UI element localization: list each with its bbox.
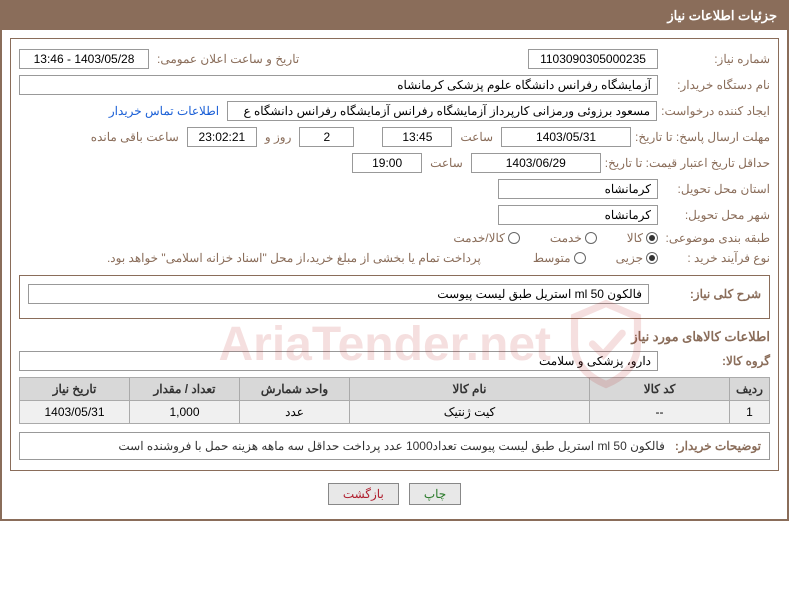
row-purchase-type: نوع فرآیند خرید : جزیی متوسط پرداخت تمام … bbox=[19, 251, 770, 265]
label-general-desc: شرح کلی نیاز: bbox=[653, 287, 761, 301]
table-header-cell: تعداد / مقدار bbox=[130, 378, 240, 401]
radio-option[interactable]: متوسط bbox=[533, 251, 586, 265]
label-need-no: شماره نیاز: bbox=[662, 52, 770, 66]
table-cell: 1 bbox=[730, 401, 770, 424]
radio-label: کالا bbox=[627, 231, 643, 245]
label-time-1: ساعت bbox=[460, 130, 493, 144]
label-goods-group: گروه کالا: bbox=[662, 354, 770, 368]
payment-note: پرداخت تمام یا بخشی از مبلغ خرید،از محل … bbox=[107, 251, 481, 265]
field-reply-time: 13:45 bbox=[382, 127, 452, 147]
label-city: شهر محل تحویل: bbox=[662, 208, 770, 222]
table-header-cell: واحد شمارش bbox=[240, 378, 350, 401]
goods-table: ردیفکد کالانام کالاواحد شمارشتعداد / مقد… bbox=[19, 377, 770, 424]
row-need-no: شماره نیاز: 1103090305000235 تاریخ و ساع… bbox=[19, 49, 770, 69]
label-announce: تاریخ و ساعت اعلان عمومی: bbox=[157, 52, 299, 66]
row-price-validity: حداقل تاریخ اعتبار قیمت: تا تاریخ: 1403/… bbox=[19, 153, 770, 173]
radio-dot-icon bbox=[585, 232, 597, 244]
field-goods-group: دارو، پزشکی و سلامت bbox=[19, 351, 658, 371]
radio-label: کالا/خدمت bbox=[453, 231, 504, 245]
row-subject-class: طبقه بندی موضوعی: کالا خدمت کالا/خدمت bbox=[19, 231, 770, 245]
table-cell: -- bbox=[590, 401, 730, 424]
table-cell: 1403/05/31 bbox=[20, 401, 130, 424]
field-buyer-org: آزمایشگاه رفرانس دانشگاه علوم پزشکی کرما… bbox=[19, 75, 658, 95]
radios-purchase-type: جزیی متوسط bbox=[509, 251, 658, 265]
table-header-cell: نام کالا bbox=[350, 378, 590, 401]
field-city: کرمانشاه bbox=[498, 205, 658, 225]
radio-dot-icon bbox=[508, 232, 520, 244]
radio-dot-icon bbox=[574, 252, 586, 264]
row-creator: ایجاد کننده درخواست: مسعود برزوئی ورمزان… bbox=[19, 101, 770, 121]
label-remaining: ساعت باقی مانده bbox=[91, 130, 179, 144]
radio-label: خدمت bbox=[550, 231, 582, 245]
field-price-time: 19:00 bbox=[352, 153, 422, 173]
label-time-2: ساعت bbox=[430, 156, 463, 170]
field-creator: مسعود برزوئی ورمزانی کارپرداز آزمایشگاه … bbox=[227, 101, 657, 121]
buyer-notes-text: فالکون ml 50 استریل طبق لیست پیوست تعداد… bbox=[28, 439, 665, 453]
label-creator: ایجاد کننده درخواست: bbox=[661, 104, 770, 118]
button-row: چاپ بازگشت bbox=[10, 471, 779, 511]
label-price-validity: حداقل تاریخ اعتبار قیمت: تا تاریخ: bbox=[605, 156, 770, 170]
row-goods-group: گروه کالا: دارو، پزشکی و سلامت bbox=[19, 351, 770, 371]
table-header-row: ردیفکد کالانام کالاواحد شمارشتعداد / مقد… bbox=[20, 378, 770, 401]
table-header-cell: کد کالا bbox=[590, 378, 730, 401]
row-province: استان محل تحویل: کرمانشاه bbox=[19, 179, 770, 199]
print-button[interactable]: چاپ bbox=[409, 483, 461, 505]
radio-option[interactable]: جزیی bbox=[616, 251, 658, 265]
field-days-left: 2 bbox=[299, 127, 354, 147]
field-reply-date: 1403/05/31 bbox=[501, 127, 631, 147]
radio-dot-icon bbox=[646, 252, 658, 264]
table-body: 1--کیت ژنتیکعدد1,0001403/05/31 bbox=[20, 401, 770, 424]
field-price-date: 1403/06/29 bbox=[471, 153, 601, 173]
buyer-notes-box: توضیحات خریدار: فالکون ml 50 استریل طبق … bbox=[19, 432, 770, 460]
radio-option[interactable]: کالا bbox=[627, 231, 658, 245]
main-panel: جزئیات اطلاعات نیاز AriaTender.net شماره… bbox=[0, 0, 789, 521]
field-announce: 1403/05/28 - 13:46 bbox=[19, 49, 149, 69]
radio-option[interactable]: کالا/خدمت bbox=[453, 231, 519, 245]
field-general-desc: فالکون ml 50 استریل طبق لیست پیوست bbox=[28, 284, 649, 304]
inner-wrap: AriaTender.net شماره نیاز: 1103090305000… bbox=[2, 30, 787, 519]
table-header-cell: ردیف bbox=[730, 378, 770, 401]
radio-label: جزیی bbox=[616, 251, 643, 265]
table-cell: 1,000 bbox=[130, 401, 240, 424]
contact-link[interactable]: اطلاعات تماس خریدار bbox=[109, 104, 219, 118]
row-general-desc: شرح کلی نیاز: فالکون ml 50 استریل طبق لی… bbox=[28, 284, 761, 304]
table-row: 1--کیت ژنتیکعدد1,0001403/05/31 bbox=[20, 401, 770, 424]
field-need-no: 1103090305000235 bbox=[528, 49, 658, 69]
row-buyer-org: نام دستگاه خریدار: آزمایشگاه رفرانس دانش… bbox=[19, 75, 770, 95]
label-buyer-org: نام دستگاه خریدار: bbox=[662, 78, 770, 92]
label-buyer-notes: توضیحات خریدار: bbox=[675, 439, 761, 453]
label-days-and: روز و bbox=[265, 130, 292, 144]
goods-info-title: اطلاعات کالاهای مورد نیاز bbox=[19, 329, 770, 345]
label-subject-class: طبقه بندی موضوعی: bbox=[662, 231, 770, 245]
field-province: کرمانشاه bbox=[498, 179, 658, 199]
radio-dot-icon bbox=[646, 232, 658, 244]
radios-subject-class: کالا خدمت کالا/خدمت bbox=[429, 231, 658, 245]
row-reply-deadline: مهلت ارسال پاسخ: تا تاریخ: 1403/05/31 سا… bbox=[19, 127, 770, 147]
desc-panel: شرح کلی نیاز: فالکون ml 50 استریل طبق لی… bbox=[19, 275, 770, 319]
radio-option[interactable]: خدمت bbox=[550, 231, 597, 245]
label-reply-deadline: مهلت ارسال پاسخ: تا تاریخ: bbox=[635, 130, 770, 144]
radio-label: متوسط bbox=[533, 251, 571, 265]
panel-title: جزئیات اطلاعات نیاز bbox=[2, 2, 787, 30]
label-province: استان محل تحویل: bbox=[662, 182, 770, 196]
form-panel: AriaTender.net شماره نیاز: 1103090305000… bbox=[10, 38, 779, 471]
table-cell: عدد bbox=[240, 401, 350, 424]
field-countdown: 23:02:21 bbox=[187, 127, 257, 147]
label-purchase-type: نوع فرآیند خرید : bbox=[662, 251, 770, 265]
row-city: شهر محل تحویل: کرمانشاه bbox=[19, 205, 770, 225]
back-button[interactable]: بازگشت bbox=[328, 483, 399, 505]
table-header-cell: تاریخ نیاز bbox=[20, 378, 130, 401]
table-cell: کیت ژنتیک bbox=[350, 401, 590, 424]
